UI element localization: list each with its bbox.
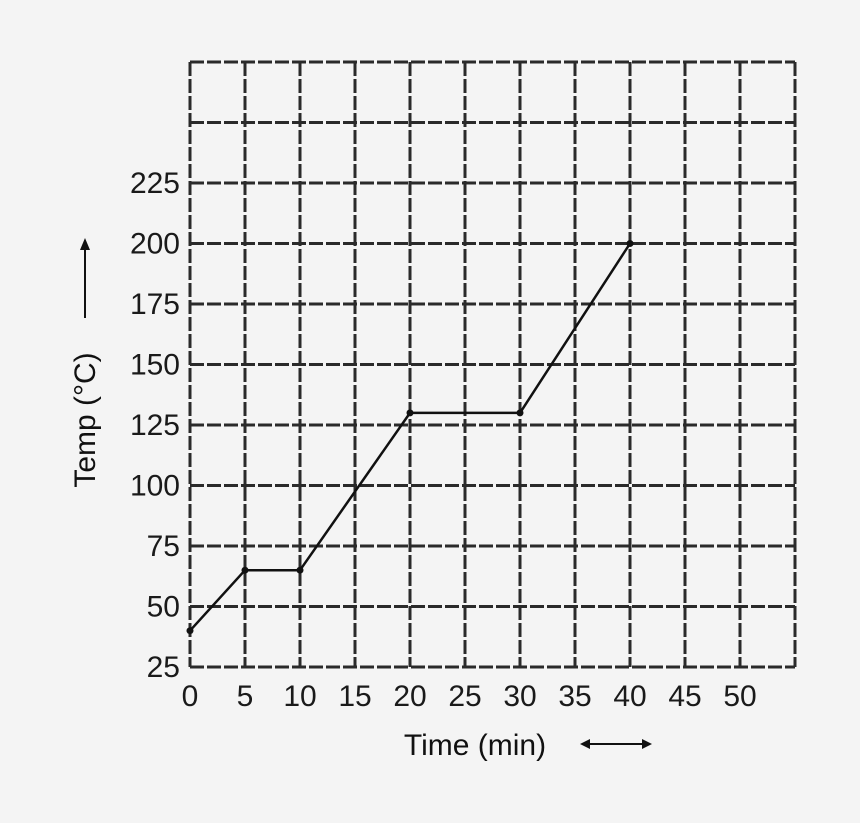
y-tick-label: 25 bbox=[147, 651, 180, 684]
y-tick-label: 100 bbox=[130, 470, 180, 503]
x-tick-label: 0 bbox=[182, 680, 199, 713]
x-arrow-head-left bbox=[580, 739, 590, 749]
x-arrow-head-right bbox=[642, 739, 652, 749]
y-tick-labels: 25 50 75 100 125 150 175 200 225 bbox=[130, 167, 180, 684]
x-tick-labels: 0 5 10 15 20 25 30 35 40 45 50 bbox=[182, 680, 757, 713]
x-tick-label: 50 bbox=[723, 680, 756, 713]
y-axis-title: Temp (°C) bbox=[69, 352, 102, 487]
series-line bbox=[189, 242, 632, 632]
x-tick-label: 25 bbox=[448, 680, 481, 713]
data-point bbox=[296, 566, 304, 574]
x-tick-label: 45 bbox=[668, 680, 701, 713]
y-tick-label: 225 bbox=[130, 167, 180, 200]
y-tick-label: 125 bbox=[130, 409, 180, 442]
x-tick-label: 40 bbox=[613, 680, 646, 713]
x-axis-title: Time (min) bbox=[404, 729, 546, 762]
x-tick-label: 5 bbox=[237, 680, 254, 713]
data-point bbox=[406, 409, 414, 417]
y-arrow-head bbox=[80, 238, 90, 250]
data-point bbox=[626, 240, 634, 247]
y-tick-label: 50 bbox=[147, 591, 180, 624]
x-tick-label: 20 bbox=[393, 680, 426, 713]
y-tick-label: 75 bbox=[147, 530, 180, 563]
x-tick-label: 10 bbox=[283, 680, 316, 713]
y-tick-label: 150 bbox=[130, 349, 180, 382]
x-tick-label: 30 bbox=[503, 680, 536, 713]
data-point bbox=[241, 566, 249, 574]
y-tick-label: 175 bbox=[130, 288, 180, 321]
x-tick-label: 15 bbox=[338, 680, 371, 713]
data-point bbox=[516, 409, 524, 417]
y-axis-title-group: Temp (°C) bbox=[69, 238, 102, 488]
y-tick-label: 200 bbox=[130, 228, 180, 261]
x-axis-title-group: Time (min) bbox=[404, 729, 652, 762]
grid bbox=[188, 60, 797, 669]
series-layer bbox=[186, 240, 634, 635]
data-point bbox=[186, 627, 194, 635]
x-tick-label: 35 bbox=[558, 680, 591, 713]
